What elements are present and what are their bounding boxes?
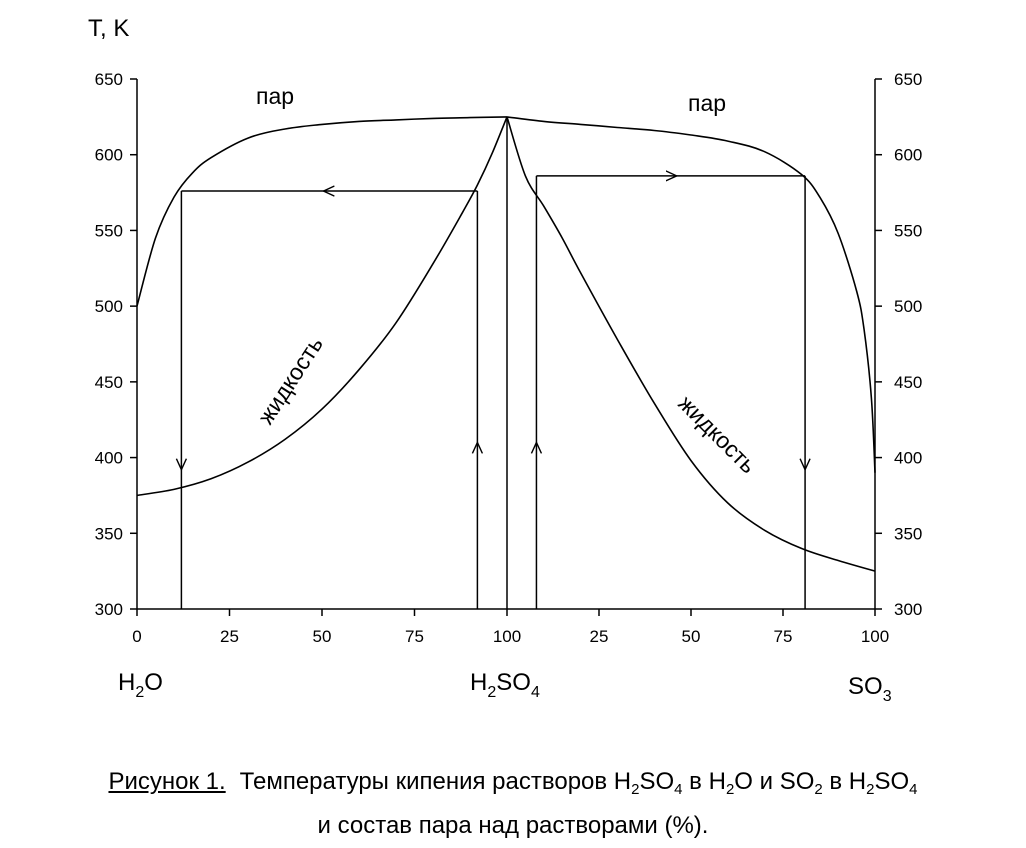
component-label-h2o: H2O (118, 669, 163, 701)
x-tick-label-1-25: 25 (590, 627, 609, 646)
tie-lines (181, 176, 805, 609)
x-tick-label-0-25: 25 (220, 627, 239, 646)
y-tick-label-right-600: 600 (894, 146, 922, 165)
curve-h2o-h2so4-vapor (136, 116, 508, 307)
curves (136, 116, 876, 609)
x-tick-label-0-75: 75 (405, 627, 424, 646)
caption-line-1: Рисунок 1. Температуры кипения растворов … (108, 768, 918, 798)
y-tick-label-right-350: 350 (894, 524, 922, 543)
y-tick-label-right-500: 500 (894, 297, 922, 316)
y-tick-label-left-400: 400 (95, 449, 123, 468)
y-tick-label-right-400: 400 (894, 449, 922, 468)
x-tick-label-0-0: 0 (132, 627, 141, 646)
curve-h2o-h2so4-liquid (136, 116, 508, 497)
vapor-label-right: пар (688, 90, 726, 116)
caption-line-2: и состав пара над растворами (%). (317, 812, 709, 839)
figure-caption: Рисунок 1. Температуры кипения растворов … (0, 760, 1026, 848)
y-tick-label-left-350: 350 (95, 524, 123, 543)
component-label-h2so4: H2SO4 (470, 669, 540, 701)
y-tick-label-right-550: 550 (894, 221, 922, 240)
y-tick-label-left-300: 300 (95, 600, 123, 619)
y-axis-label: T, K (88, 15, 129, 42)
y-tick-label-right-300: 300 (894, 600, 922, 619)
component-label-so3: SO3 (848, 673, 892, 705)
caption-label: Рисунок 1. (108, 768, 226, 795)
x-tick-label-1-75: 75 (774, 627, 793, 646)
y-tick-label-left-550: 550 (95, 221, 123, 240)
x-tick-label-0-50: 50 (313, 627, 332, 646)
liquid-label-right: жидкость (673, 390, 761, 478)
y-tick-label-left-600: 600 (95, 146, 123, 165)
y-tick-label-right-650: 650 (894, 70, 922, 89)
x-tick-label-0-100: 100 (493, 627, 521, 646)
curve-h2so4-so3-vapor (506, 116, 876, 473)
x-tick-label-1-100: 100 (861, 627, 889, 646)
y-tick-label-left-450: 450 (95, 373, 123, 392)
y-tick-label-left-500: 500 (95, 297, 123, 316)
curve-h2so4-so3-liquid (506, 116, 876, 572)
x-tick-label-1-50: 50 (682, 627, 701, 646)
vapor-label-left: пар (256, 83, 294, 109)
y-tick-label-right-450: 450 (894, 373, 922, 392)
y-tick-label-left-650: 650 (95, 70, 123, 89)
